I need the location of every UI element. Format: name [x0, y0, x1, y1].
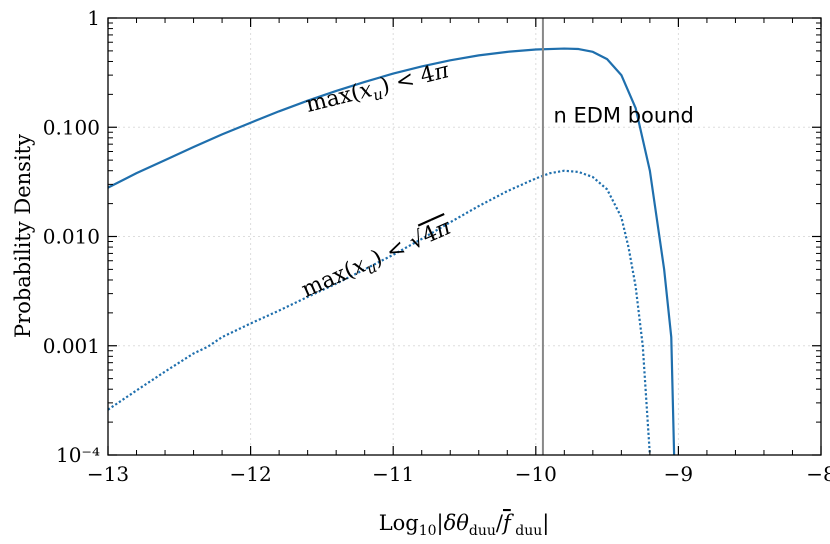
ticks — [107, 17, 822, 456]
x-tick-label: −13 — [87, 462, 129, 486]
dotted-curve-label: max(xu) < √4π — [298, 215, 457, 306]
x-tick-label: −9 — [664, 462, 693, 486]
x-tick-label: −12 — [229, 462, 271, 486]
y-axis-label: Probability Density — [11, 134, 35, 338]
solid-curve-label: max(xu) < 4π — [303, 58, 452, 121]
dotted-curve-annotation: max(xu) < √4π — [298, 215, 457, 306]
y-tick-label: 1 — [87, 6, 100, 30]
dotted-curve — [107, 169, 651, 456]
y-tick-label: 0.010 — [43, 225, 100, 249]
x-tick-label: −10 — [515, 462, 557, 486]
y-tick-label: 10⁻⁴ — [56, 443, 100, 467]
x-axis-label: Log10|δθduu/f duu| — [379, 511, 550, 539]
x-tick-label: −11 — [372, 462, 414, 486]
x-tick-label: −8 — [806, 462, 830, 486]
series-layer — [107, 47, 676, 456]
y-tick-label: 0.100 — [43, 115, 100, 139]
tick-labels: −13 −12 −11 −10 −9 −8 10⁻⁴ 0.001 0.010 0.100 1 — [43, 6, 830, 486]
solid-curve-annotation: max(xu) < 4π — [303, 58, 452, 121]
solid-curve — [107, 47, 676, 456]
y-tick-label: 0.001 — [43, 334, 100, 358]
edm-bound-label: n EDM bound — [554, 104, 694, 128]
grid — [107, 17, 822, 456]
